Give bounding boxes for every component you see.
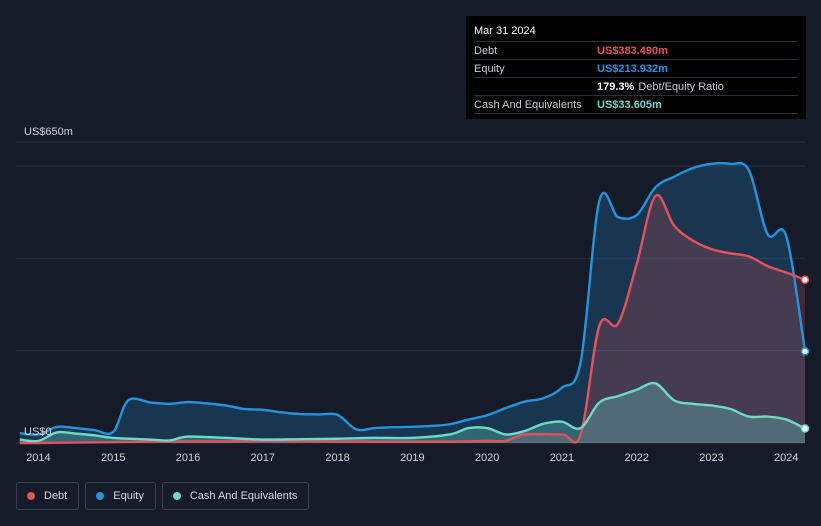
legend-item-cash[interactable]: Cash And Equivalents: [161, 482, 310, 510]
y-tick-label: US$650m: [24, 126, 73, 138]
tooltip-label: Equity: [474, 62, 505, 75]
legend-item-equity[interactable]: Equity: [85, 482, 156, 510]
x-tick-label: 2016: [176, 452, 200, 464]
tooltip-row-debt: Debt US$383.490m: [474, 41, 798, 59]
x-tick-label: 2019: [400, 452, 424, 464]
data-tooltip: Mar 31 2024 Debt US$383.490m Equity US$2…: [466, 16, 806, 119]
series-area-cash-and-equivalents: [19, 383, 806, 443]
x-tick-label: 2024: [774, 452, 798, 464]
tooltip-value: US$383.490m: [597, 44, 668, 57]
end-marker: [800, 347, 810, 356]
grid-lines: [16, 141, 805, 444]
tooltip-label: Cash And Equivalents: [474, 98, 582, 111]
legend-dot-icon: [27, 492, 35, 500]
end-markers: [800, 275, 810, 433]
series-lines: [19, 161, 807, 445]
legend-label: Debt: [44, 490, 68, 502]
y-tick-label: US$0: [24, 426, 52, 438]
series-line-equity: [19, 161, 807, 436]
x-tick-label: 2017: [251, 452, 275, 464]
x-tick-label: 2014: [26, 452, 50, 464]
tooltip-value: 179.3%: [597, 80, 635, 93]
tooltip-label: Debt: [474, 44, 498, 57]
legend-dot-icon: [172, 492, 181, 500]
x-tick-label: 2023: [699, 452, 723, 464]
x-tick-label: 2018: [325, 452, 349, 464]
end-marker: [800, 424, 810, 433]
legend-label: Cash And Equivalents: [189, 490, 298, 502]
tooltip-value: US$213.932m: [597, 62, 668, 75]
series-areas: [19, 163, 806, 444]
chart-legend: Debt Equity Cash And Equivalents: [16, 482, 310, 510]
tooltip-row-cash: Cash And Equivalents US$33.605m: [474, 95, 798, 114]
series-line-cash-and-equivalents: [19, 381, 806, 443]
x-tick-label: 2015: [101, 452, 125, 464]
tooltip-row-equity: Equity US$213.932m: [474, 59, 798, 77]
x-tick-label: 2020: [475, 452, 499, 464]
series-line-debt: [19, 193, 806, 445]
tooltip-value: US$33.605m: [597, 98, 662, 111]
legend-item-debt[interactable]: Debt: [16, 482, 80, 510]
legend-dot-icon: [96, 492, 105, 500]
axis-ticks: US$0 US$650m 2014 2015 2016 2017 2018 2019 2020 2…: [24, 126, 799, 464]
tooltip-ratio-label: Debt/Equity Ratio: [638, 80, 724, 93]
series-area-debt: [19, 194, 806, 444]
legend-label: Equity: [113, 490, 144, 502]
x-tick-label: 2022: [624, 452, 648, 464]
tooltip-date: Mar 31 2024: [474, 25, 536, 37]
x-tick-label: 2021: [550, 452, 574, 464]
end-marker: [800, 275, 810, 285]
series-area-equity: [19, 163, 806, 443]
tooltip-row-ratio: 179.3% Debt/Equity Ratio: [474, 77, 798, 95]
